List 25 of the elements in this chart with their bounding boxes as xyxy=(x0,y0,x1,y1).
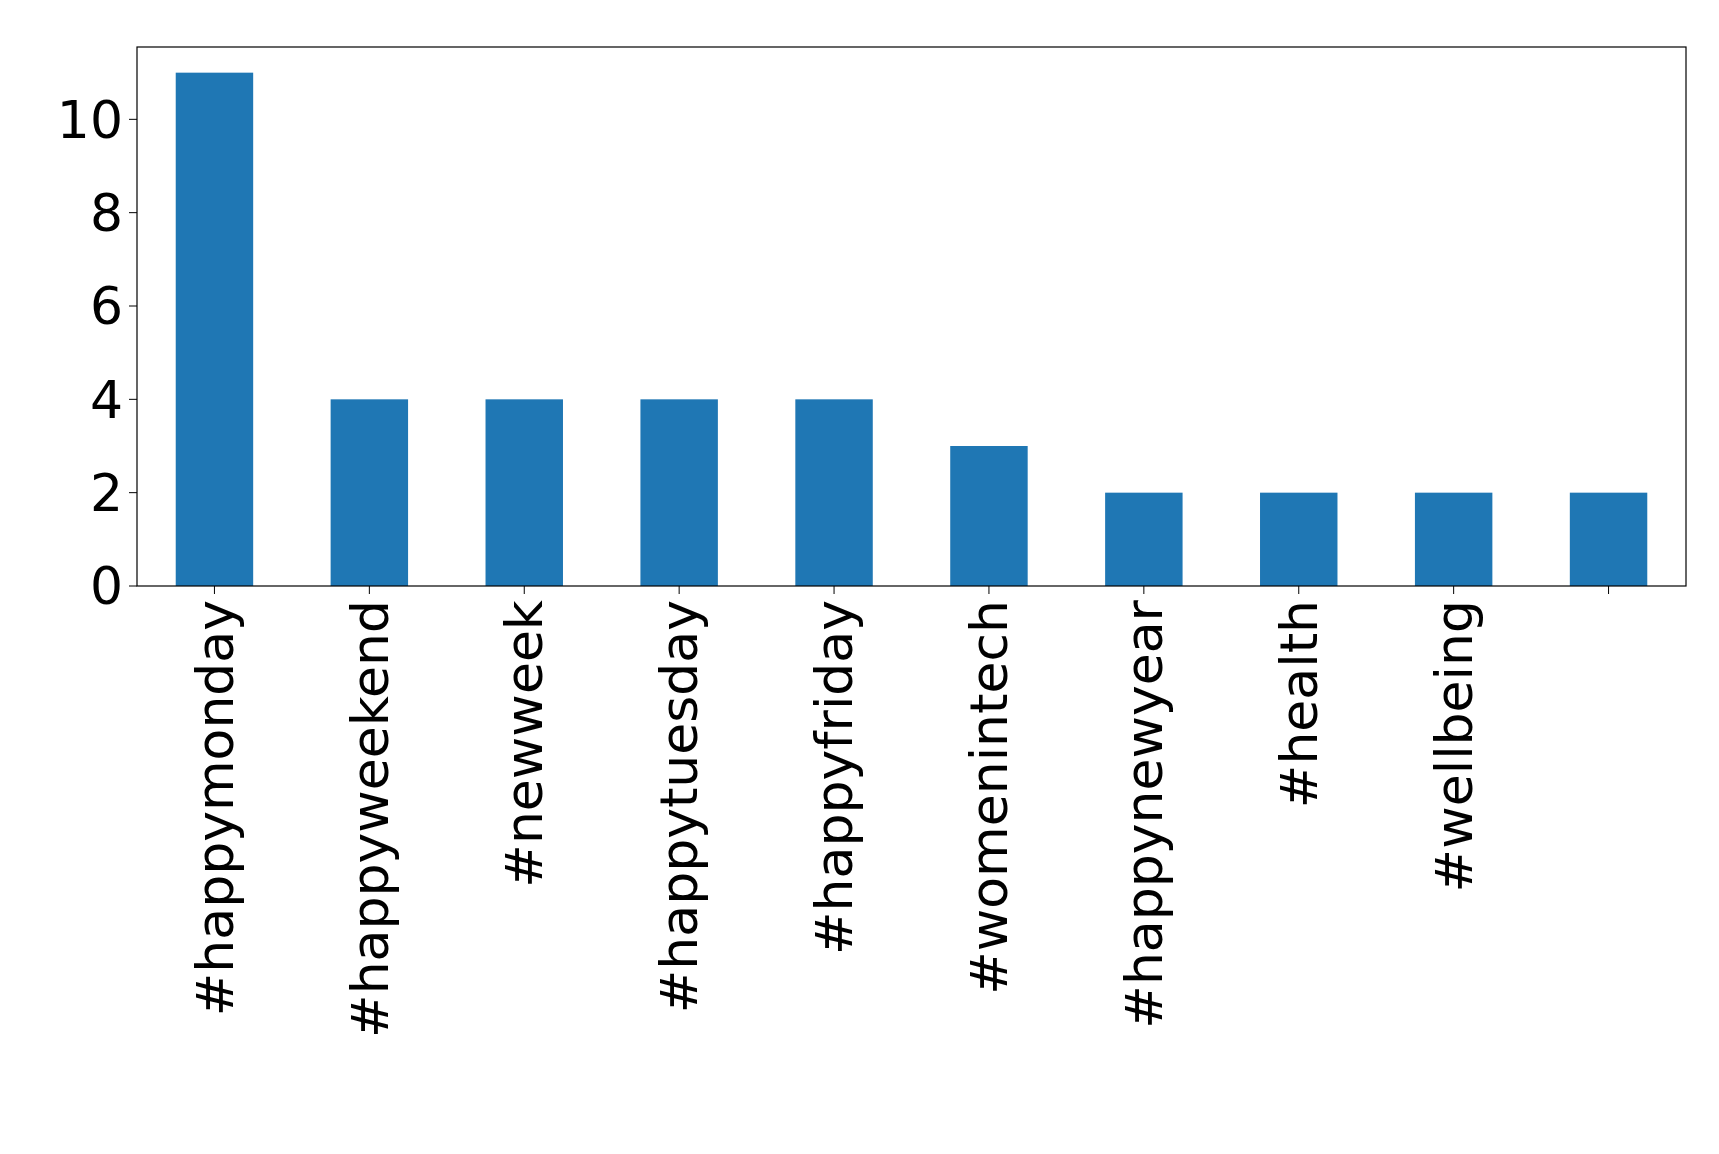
x-tick-label: #happymonday xyxy=(184,600,245,1017)
bar xyxy=(640,399,718,586)
bar xyxy=(1105,492,1183,586)
y-tick-label: 0 xyxy=(89,556,123,617)
x-tick-label: #womenintech xyxy=(959,600,1020,995)
y-tick-label: 4 xyxy=(89,369,123,430)
x-tick-label: #happyfriday xyxy=(804,600,865,955)
y-tick-label: 6 xyxy=(89,276,123,337)
x-tick-label: #happyweekend xyxy=(339,600,400,1038)
bar xyxy=(795,399,873,586)
y-tick-label: 10 xyxy=(56,89,123,150)
bar xyxy=(950,446,1028,586)
y-tick-label: 2 xyxy=(89,462,123,523)
bar xyxy=(1569,492,1648,586)
bar xyxy=(1414,492,1493,586)
x-tick-label: #happynewyear xyxy=(1114,599,1175,1029)
x-tick-label: #happytuesday xyxy=(649,600,710,1014)
x-tick-label: #health xyxy=(1268,600,1329,809)
bar xyxy=(330,399,409,586)
x-tick-label: #newweek xyxy=(494,600,555,888)
x-tick-label: #wellbeing xyxy=(1423,600,1484,893)
y-tick-label: 8 xyxy=(89,182,123,243)
bar xyxy=(485,399,563,586)
bar xyxy=(1260,492,1338,586)
bar xyxy=(175,72,254,586)
